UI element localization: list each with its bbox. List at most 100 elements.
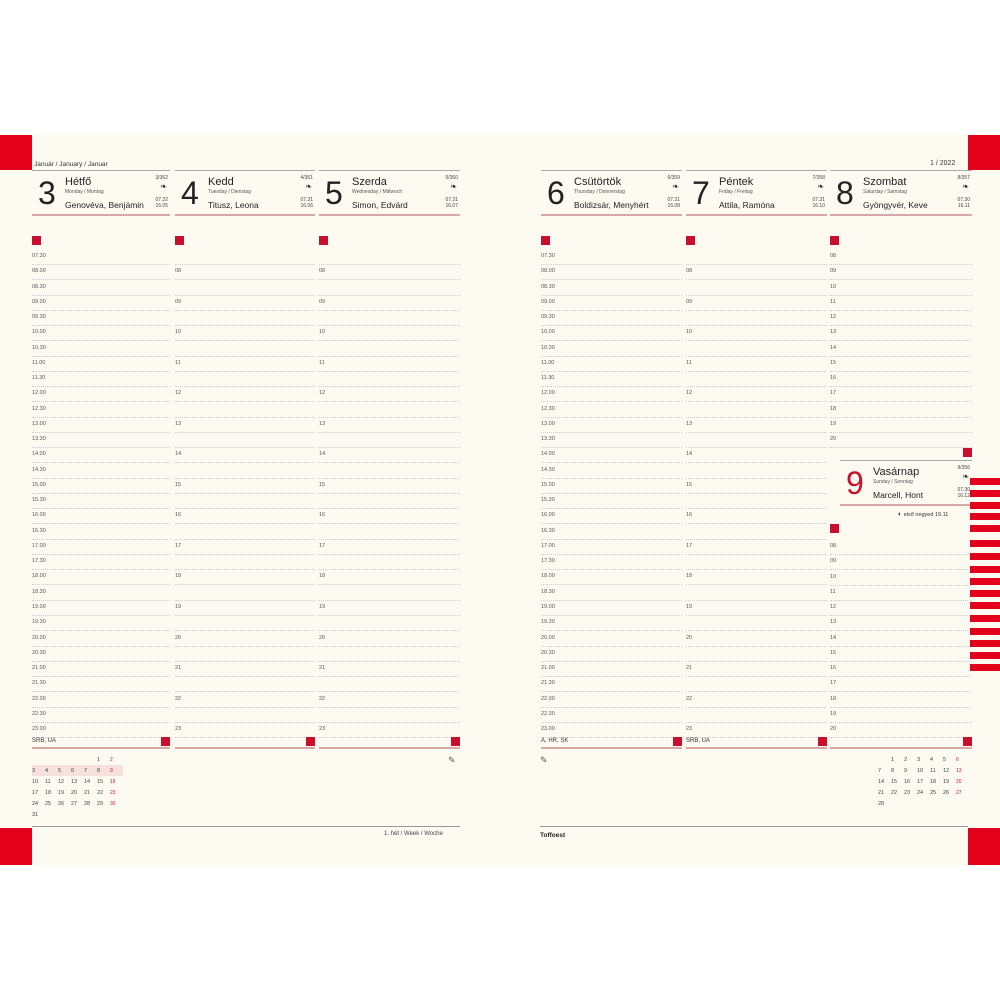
time-slot: 13.30 (541, 433, 682, 449)
time-slot (319, 433, 460, 449)
month-index-tab (970, 664, 1000, 671)
calendar-day: 4 (45, 765, 58, 776)
time-slot: 19.00 (32, 601, 170, 616)
time-slot: 14 (830, 632, 972, 647)
time-slot: 16 (175, 509, 315, 525)
calendar-day: 25 (930, 789, 937, 796)
time-slot: 12.00 (32, 387, 170, 403)
time-slot (175, 372, 315, 388)
calendar-day (917, 798, 930, 809)
calendar-day (45, 754, 58, 765)
name-days: Attila, Ramóna (719, 200, 775, 210)
time-slot (175, 494, 315, 510)
day-name-translation: Sunday / Sonntag (873, 479, 913, 485)
time-slot: 20.00 (32, 632, 170, 647)
time-slot: 13.00 (32, 418, 170, 433)
calendar-day: 27 (71, 800, 78, 807)
time-slot: 22.00 (541, 693, 682, 708)
day-name: Vasárnap (873, 466, 920, 478)
calendar-day: 12 (943, 767, 950, 774)
time-slot (686, 311, 827, 327)
red-marker (161, 737, 170, 746)
day-column: 4 Kedd Tuesday / Dienstag Titusz, Leona 4/36… (175, 170, 315, 760)
month-index-tab (970, 590, 1000, 597)
time-slot: 14.30 (32, 464, 170, 479)
red-marker (830, 236, 839, 245)
time-slot: 16 (319, 509, 460, 525)
time-slot: 19.00 (541, 601, 682, 616)
time-slot (686, 677, 827, 693)
calendar-day (956, 798, 969, 809)
time-slot: 09 (830, 265, 972, 281)
calendar-day (110, 809, 123, 820)
time-slot (686, 464, 827, 479)
day-name-translation: Tuesday / Dienstag (208, 189, 251, 195)
time-slot (319, 372, 460, 388)
time-slot (319, 525, 460, 540)
leaf-icon: ❧ (305, 182, 312, 191)
red-marker (306, 737, 315, 746)
calendar-day (71, 809, 84, 820)
calendar-day (84, 809, 97, 820)
time-slot: 09.00 (32, 296, 170, 311)
divider (540, 826, 968, 827)
month-index-tab (970, 540, 1000, 547)
calendar-day: 22 (97, 789, 104, 796)
time-slot: 16 (686, 509, 827, 525)
time-slot: 10.00 (32, 326, 170, 342)
time-slot: 18 (830, 693, 972, 708)
time-slot: 21 (175, 662, 315, 678)
holiday-row: A, HR, SK (541, 735, 682, 749)
time-slot: 10 (830, 281, 972, 296)
time-slot: 18 (686, 570, 827, 586)
time-slot: 16.30 (32, 525, 170, 540)
calendar-day: 5 (58, 765, 71, 776)
time-slot (319, 555, 460, 571)
time-slot: 16.30 (541, 525, 682, 540)
day-name: Kedd (208, 176, 234, 188)
time-slot: 13 (319, 418, 460, 433)
calendar-day: 16 (904, 778, 911, 785)
time-slot (175, 433, 315, 449)
calendar-day: 11 (45, 778, 51, 785)
calendar-day: 6 (71, 765, 84, 776)
time-slot: 20 (830, 723, 972, 739)
time-slot: 12 (686, 387, 827, 403)
calendar-day (58, 809, 71, 820)
time-slot (686, 586, 827, 601)
time-slot (175, 555, 315, 571)
calendar-day: 26 (943, 789, 950, 796)
calendar-day: 16 (110, 778, 116, 785)
time-slot (175, 677, 315, 693)
calendar-day: 10 (917, 767, 924, 774)
month-index-tab (970, 640, 1000, 647)
day-header: 7 Péntek Friday / Freitag Attila, Ramóna 7/3… (686, 170, 827, 216)
name-days: Genovéva, Benjámin (65, 200, 144, 210)
time-slot: 18.30 (541, 586, 682, 601)
time-slot (686, 342, 827, 357)
time-slot: 20 (686, 632, 827, 647)
day-number: 8 (836, 175, 854, 211)
calendar-day (891, 798, 904, 809)
time-slot: 15.00 (32, 479, 170, 494)
day-column: 7 Péntek Friday / Freitag Attila, Ramóna 7/3… (686, 170, 827, 760)
holiday-row (319, 735, 460, 749)
day-name: Szombat (863, 176, 907, 188)
name-days: Simon, Edvárd (352, 200, 408, 210)
time-slot: 09 (830, 555, 972, 571)
month-label: Január / January / Januar (34, 161, 108, 168)
calendar-day (71, 754, 84, 765)
calendar-day: 10 (32, 778, 39, 785)
time-slot: 18 (175, 570, 315, 586)
time-slot: 10 (830, 571, 972, 586)
day-column: 3 Hétfő Monday / Montag Genovéva, Benjámin 3… (32, 170, 170, 760)
calendar-day (878, 754, 891, 765)
calendar-day: 4 (930, 756, 934, 763)
year-label: 1 / 2022 (930, 160, 956, 167)
time-slot: 08.30 (32, 281, 170, 296)
time-slot (319, 494, 460, 510)
calendar-day: 24 (32, 800, 39, 807)
calendar-day: 9 (110, 765, 123, 776)
time-slot (319, 464, 460, 479)
time-slot: 16.00 (541, 509, 682, 525)
